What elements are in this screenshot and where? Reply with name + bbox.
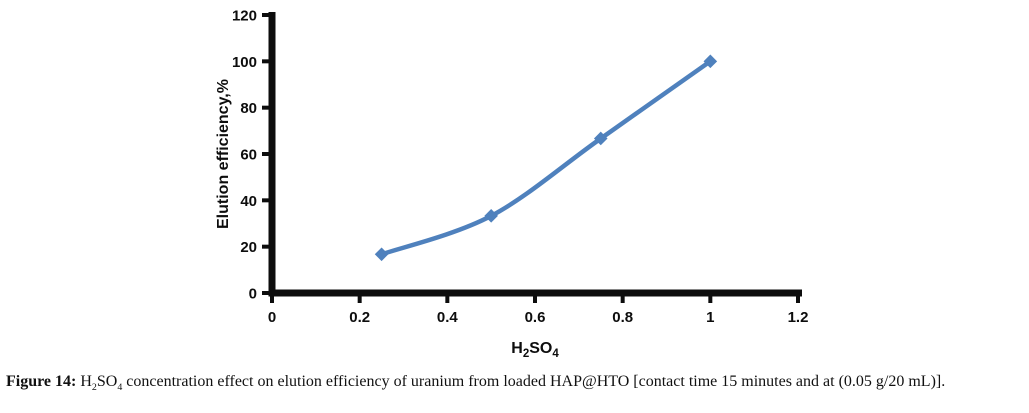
x-tick-label: 1.2 bbox=[788, 309, 809, 326]
x-tick-label: 0 bbox=[268, 309, 276, 326]
data-point-marker bbox=[593, 131, 608, 146]
series-line bbox=[379, 59, 713, 257]
y-tick-label: 100 bbox=[232, 54, 257, 71]
y-tick-label: 120 bbox=[232, 8, 257, 25]
y-tick-label: 80 bbox=[240, 100, 257, 117]
y-axis-title: Elution efficiency,% bbox=[215, 79, 232, 229]
y-tick-label: 60 bbox=[240, 147, 257, 164]
x-tick-label: 1 bbox=[706, 309, 714, 326]
figure-caption: Figure 14: H2SO4 concentration effect on… bbox=[6, 372, 1024, 394]
y-tick-label: 20 bbox=[240, 239, 257, 256]
y-tick-label: 40 bbox=[240, 193, 257, 210]
x-tick-label: 0.6 bbox=[525, 309, 546, 326]
figure-caption-number: Figure 14: bbox=[6, 373, 77, 390]
elution-efficiency-chart: 0 20 40 60 80 100 120 0 0.2 0.4 0.6 0.8 1 1.2 Elution … bbox=[215, 8, 809, 361]
data-point-marker bbox=[484, 209, 498, 223]
figure-caption-text: concentration effect on elution efficien… bbox=[122, 373, 946, 390]
data-point-marker bbox=[703, 54, 718, 69]
x-tick-label: 0.2 bbox=[349, 309, 370, 326]
x-tick-label: 0.4 bbox=[437, 309, 459, 326]
y-tick-label: 0 bbox=[249, 286, 257, 303]
x-axis-title: H2SO4 bbox=[511, 340, 559, 360]
chart-canvas: 0 20 40 60 80 100 120 0 0.2 0.4 0.6 0.8 1 1.2 Elution … bbox=[215, 8, 809, 361]
data-point-marker bbox=[374, 247, 389, 262]
x-tick-label: 0.8 bbox=[612, 309, 633, 326]
caption-compound-formula: H2SO4 bbox=[80, 373, 123, 394]
